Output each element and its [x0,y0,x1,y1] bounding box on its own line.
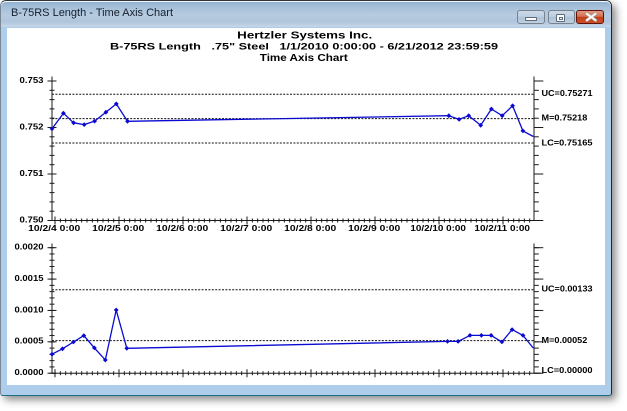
svg-text:0.750: 0.750 [20,214,44,224]
svg-text:Time Axis Chart: Time Axis Chart [260,53,349,64]
svg-text:LC=0.75165: LC=0.75165 [542,139,593,148]
svg-text:0.753: 0.753 [20,75,44,85]
svg-text:M=0.00052: M=0.00052 [542,336,588,345]
svg-text:0.0020: 0.0020 [15,242,44,252]
svg-text:M=0.75218: M=0.75218 [542,113,588,122]
svg-text:Hertzler Systems Inc.: Hertzler Systems Inc. [237,31,372,42]
svg-text:0.0015: 0.0015 [15,273,44,283]
svg-text:10/2/8 0:00: 10/2/8 0:00 [284,224,337,233]
svg-text:LC=0.00000: LC=0.00000 [542,366,593,375]
svg-text:10/2/10 0:00: 10/2/10 0:00 [410,224,466,233]
svg-text:0.0000: 0.0000 [15,367,44,377]
svg-text:10/2/9 0:00: 10/2/9 0:00 [348,224,401,233]
svg-text:UC=0.00133: UC=0.00133 [542,285,593,294]
svg-text:10/2/4 0:00: 10/2/4 0:00 [28,224,81,233]
svg-text:10/2/6 0:00: 10/2/6 0:00 [156,224,209,233]
svg-text:UC=0.75271: UC=0.75271 [542,89,593,98]
svg-text:B-75RS Length .75" Steel 1: B-75RS Length .75" Steel 1/1/2010 0:00:0… [110,41,498,52]
svg-text:0.751: 0.751 [20,168,44,178]
svg-text:10/2/7 0:00: 10/2/7 0:00 [220,224,273,233]
svg-text:10/2/11 0:00: 10/2/11 0:00 [474,224,530,233]
svg-text:10/2/5 0:00: 10/2/5 0:00 [92,224,145,233]
svg-text:0.752: 0.752 [20,121,44,131]
svg-text:0.0010: 0.0010 [15,304,44,314]
svg-text:0.0005: 0.0005 [15,336,44,346]
